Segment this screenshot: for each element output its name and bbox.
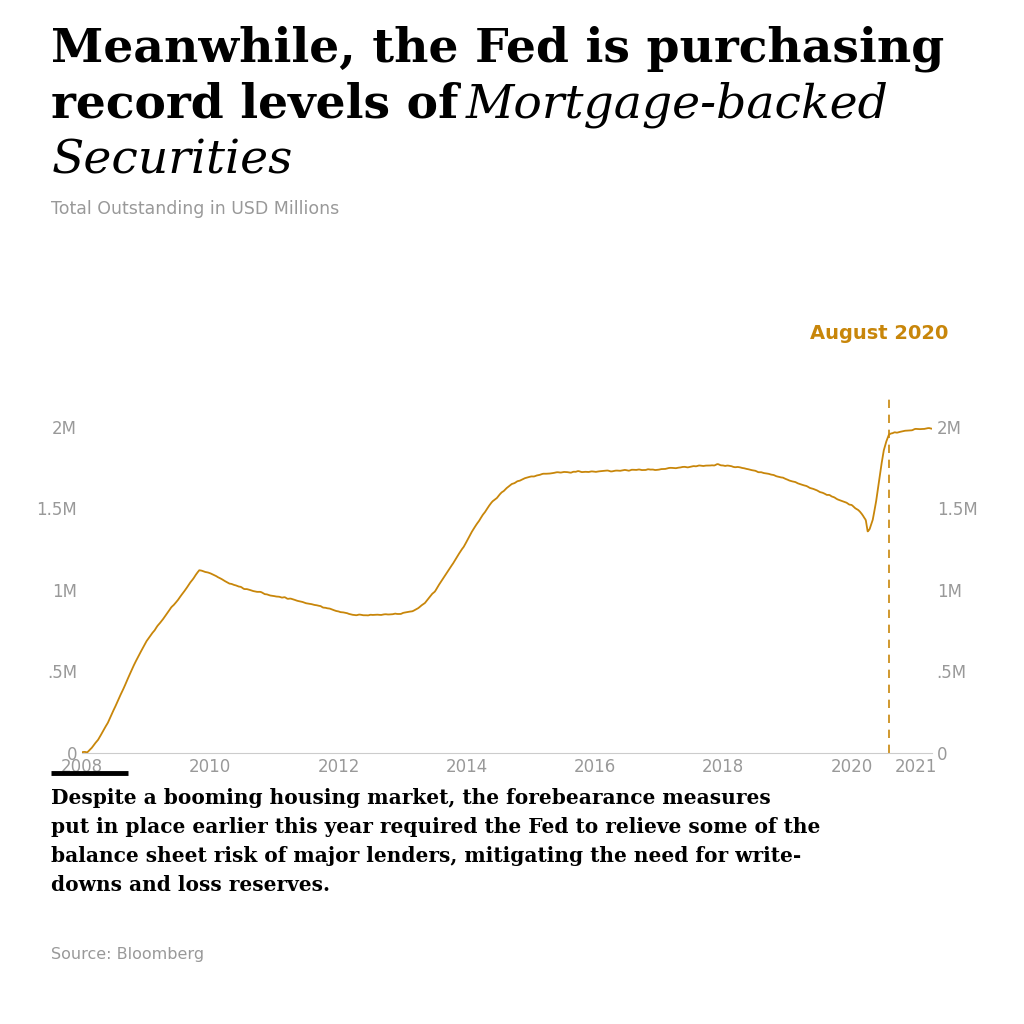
Text: Meanwhile, the Fed is purchasing: Meanwhile, the Fed is purchasing <box>51 26 944 72</box>
Text: Mortgage-backed: Mortgage-backed <box>466 82 889 128</box>
Text: Securities: Securities <box>51 138 293 183</box>
Text: August 2020: August 2020 <box>810 324 948 343</box>
Text: Despite a booming housing market, the forebearance measures
put in place earlier: Despite a booming housing market, the fo… <box>51 788 820 895</box>
Text: Source: Bloomberg: Source: Bloomberg <box>51 947 205 963</box>
Text: Total Outstanding in USD Millions: Total Outstanding in USD Millions <box>51 200 339 218</box>
Text: record levels of: record levels of <box>51 82 475 128</box>
